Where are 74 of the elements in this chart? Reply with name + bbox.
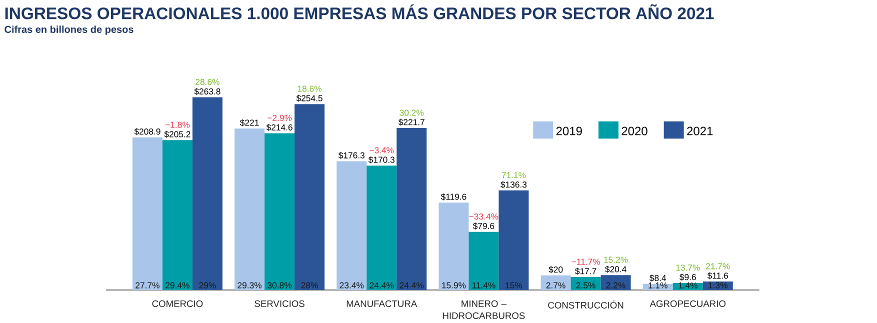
annotation: 27.7% [136, 282, 160, 288]
annotation: 1.3% [708, 282, 728, 288]
annotation: 24.4% [400, 282, 424, 288]
data-label: $8.4 [650, 274, 666, 282]
annotation: 2.7% [546, 282, 566, 288]
annotation: 1.4% [678, 282, 698, 288]
annotation: 29.3% [238, 282, 262, 288]
data-label: $170.3 [368, 156, 394, 164]
annotation: −3.4% [370, 146, 394, 154]
annotation: −2.9% [268, 114, 292, 121]
bar [498, 190, 529, 290]
annotation: 11.4% [472, 282, 496, 288]
text: 18.6% [298, 85, 322, 92]
bar [234, 128, 265, 290]
x-tick-label: COMERCIO [152, 300, 203, 307]
data-label: $79.6 [472, 222, 494, 230]
bar [366, 165, 397, 290]
chart-subtitle: Cifras en billones de pesos [4, 25, 134, 35]
data-label: $208.9 [134, 128, 160, 135]
annotation: 1.1% [648, 282, 668, 288]
data-label: $254.5 [296, 94, 322, 102]
annotation: 28% [301, 282, 318, 288]
data-label: $214.6 [266, 124, 292, 131]
bar [132, 137, 162, 290]
bar [600, 274, 631, 290]
data-label: $221.7 [398, 118, 424, 126]
annotation: 15.2% [604, 256, 628, 263]
text: 28.6% [196, 78, 220, 85]
bar [192, 97, 222, 290]
annotation: 30.8% [268, 282, 292, 288]
data-label: $20.4 [605, 266, 626, 273]
annotation: 30.2% [400, 109, 424, 116]
data-label: $176.3 [338, 152, 364, 159]
bar [438, 202, 469, 290]
annotation: −11.7% [572, 258, 600, 265]
annotation: 15% [506, 282, 522, 288]
data-label: $9.6 [680, 273, 696, 280]
annotation: 21.7% [706, 262, 730, 270]
legend-label: 2019 [556, 126, 582, 136]
data-label: $17.7 [575, 268, 596, 275]
x-tick-label: SERVICIOS [254, 300, 304, 307]
x-tick-label: CONSTRUCCIÓN [548, 300, 624, 308]
legend-label: 2020 [622, 126, 648, 136]
data-label: $221 [240, 119, 259, 126]
annotation: 2.2% [606, 282, 626, 288]
bar [162, 140, 192, 290]
data-label: $11.6 [707, 272, 728, 280]
annotation: −33.4% [469, 213, 498, 220]
annotation: 29% [199, 282, 216, 288]
annotation: 13.7% [676, 264, 700, 270]
x-tick-label: MANUFACTURA [346, 300, 418, 307]
bar [396, 128, 427, 290]
data-label: $263.8 [194, 88, 220, 95]
bar [294, 104, 325, 290]
data-label: $136.3 [500, 180, 527, 188]
bar [570, 276, 601, 290]
bar [540, 275, 571, 290]
data-label: $20 [548, 266, 563, 273]
bar [468, 232, 499, 290]
x-tick-label: AGROPECUARIO [650, 300, 726, 307]
annotation: 71.1% [502, 172, 526, 178]
annotation: 23.4% [340, 282, 364, 288]
chart-title: INGRESOS OPERACIONALES 1.000 EMPRESAS MÁS GRANDES POR SECTOR AÑO 2021 [5, 4, 714, 20]
annotation: 24.4% [370, 282, 394, 288]
x-tick-label: MINERO – HIDROCARBUROS [443, 300, 525, 319]
bar [264, 133, 295, 290]
bar [336, 160, 367, 290]
data-label: $119.6 [440, 193, 466, 200]
annotation: 15.9% [442, 282, 466, 288]
annotation: −1.8% [165, 121, 190, 128]
annotation: 2.5% [576, 282, 596, 288]
data-label: $205.2 [164, 130, 190, 138]
annotation: 29.4% [166, 282, 190, 288]
legend-label: 2021 [687, 126, 713, 136]
